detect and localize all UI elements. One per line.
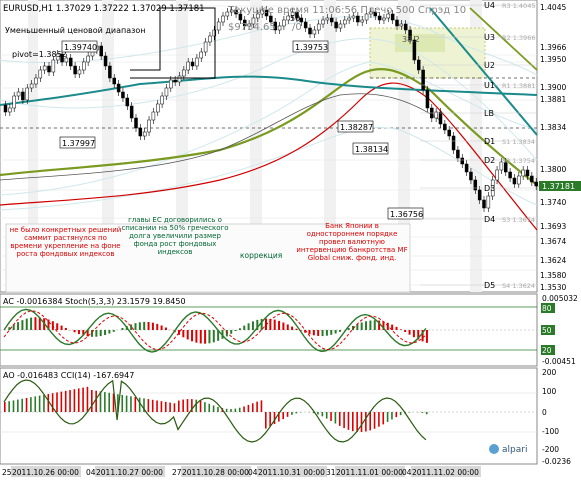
level-label: U2 [484, 61, 495, 70]
level-price: R2 1.3966 [502, 34, 535, 42]
price-tick: 1.3580 [540, 271, 566, 280]
level-label: U4 [484, 1, 495, 10]
time-tick: 2011.11.02 00:00 [412, 468, 479, 477]
ao-tick: -0.0236 [542, 457, 571, 466]
level-price: S4 1.3624 [502, 282, 535, 290]
svg-text:1.37181: 1.37181 [542, 182, 575, 191]
time-tick: 2011.10.27 00:00 [96, 468, 163, 477]
level-price: S2 1.3754 [502, 157, 535, 165]
level-label: D5 [484, 281, 495, 290]
price-box: 1.38134 [353, 143, 388, 154]
level-label: LB [484, 109, 494, 118]
ao-tick: 100 [542, 387, 557, 396]
price-tick: 1.3674 [540, 237, 566, 246]
level-label: U3 [484, 33, 495, 42]
ao-cci-panel[interactable]: AO -0.016483 CCI(14) -167.6947 alpari [0, 368, 537, 464]
ao-panel-title: AO -0.016483 CCI(14) -167.6947 [3, 371, 134, 380]
ao-tick: 200 [542, 368, 557, 377]
svg-text:1.38134: 1.38134 [355, 145, 388, 154]
ac-tick: -0.00451 [542, 357, 576, 366]
annotation-eu: главы ЕС договорились о списании на 50% … [120, 216, 230, 256]
level-label: U1 [484, 81, 495, 90]
level-label: D3 [484, 184, 495, 193]
price-tick: 1.3800 [540, 165, 566, 174]
price-tick: 1.3881 [540, 95, 566, 104]
price-box: 1.38287 [338, 121, 373, 132]
price-tick: 1.3530 [540, 283, 566, 292]
price-tick: 1.3900 [540, 83, 566, 92]
time-tick: 04 [86, 468, 96, 477]
ao-tick: -200 [542, 445, 559, 454]
price-box: 1.36756 [388, 208, 423, 219]
current-price-tag: 1.37181 [539, 181, 581, 191]
pivot-label: pivot=1.3852 [12, 50, 67, 59]
time-tick: 2011.10.26 00:00 [12, 468, 79, 477]
server-line: Текущее время 11:06:56 Плечо 500 Спрэд 1… [227, 5, 466, 16]
annotation-correction: коррекция [240, 251, 282, 260]
price-tick: 1.4045 [540, 3, 566, 12]
time-tick: 27 [172, 468, 182, 477]
price-tick: 1.3834 [540, 123, 566, 132]
time-tick: 31 [326, 468, 336, 477]
level-label: D4 [484, 215, 495, 224]
svg-text:alpari: alpari [502, 445, 527, 455]
main-chart-panel[interactable]: EURUSD,H1 1.37029 1.37222 1.37029 1.3718… [0, 0, 542, 292]
range-value: 38.2 [402, 35, 420, 44]
level-label: D1 [484, 137, 495, 146]
svg-text:1.36756: 1.36756 [390, 210, 423, 219]
ao-tick: 0 [542, 408, 547, 417]
annotation-boj: Банк Японии в одностороннем порядке пров… [296, 222, 408, 262]
svg-text:1.39740: 1.39740 [64, 43, 97, 52]
price-tick: 1.3624 [540, 256, 566, 265]
time-tick: 04 [248, 468, 258, 477]
ac-tick: 80 [542, 304, 552, 313]
balance-suffix: /0 [292, 22, 302, 33]
price-tick: 1.3740 [540, 198, 566, 207]
alpari-logo: alpari [489, 444, 527, 455]
balance: $9734.65 [228, 22, 276, 33]
ao-axis: 200 100 0 -100 -200 -0.0236 [542, 368, 571, 466]
narrow-range-label: Уменьшенный ценовой диапазон [5, 26, 146, 35]
price-box: 1.39740 [62, 41, 97, 52]
price-axis[interactable]: 1.4045 1.3966 1.3950 1.3900 1.3881 1.3834 1.38… [540, 3, 566, 292]
level-price: S3 1.3674 [502, 216, 535, 224]
level-label: D2 [484, 156, 495, 165]
svg-text:1.38287: 1.38287 [340, 123, 373, 132]
price-tick: 1.3966 [540, 43, 566, 52]
ac-panel-title: AC -0.0016384 Stoch(5,3,3) 23.1579 19.84… [3, 297, 186, 306]
level-price: R3 1.4045 [502, 2, 535, 10]
time-tick: 2011.11.01 00:00 [336, 468, 403, 477]
time-tick: 2011.10.31 00:00 [258, 468, 325, 477]
svg-text:1.39753: 1.39753 [295, 43, 328, 52]
level-price: S1 1.3834 [502, 138, 535, 146]
price-tick: 1.3693 [540, 222, 566, 231]
svg-text:1.37997: 1.37997 [62, 139, 95, 148]
price-box: 1.39753 [293, 41, 328, 52]
ac-tick: 20 [542, 346, 552, 355]
price-box: 1.37997 [60, 137, 95, 148]
time-tick: 2011.10.28 00:00 [182, 468, 249, 477]
ac-tick: 0.005032 [542, 294, 578, 303]
price-tick: 1.3950 [540, 55, 566, 64]
ac-stoch-panel[interactable]: AC -0.0016384 Stoch(5,3,3) 23.1579 19.84… [0, 294, 537, 366]
ac-tick: 50 [542, 326, 552, 335]
annotation-summit: не было конкретных решений саммит растян… [8, 226, 123, 258]
range-top-num: 50 [290, 14, 300, 23]
ao-tick: -100 [542, 427, 559, 436]
level-price: R1 1.3881 [502, 82, 535, 90]
time-tick: 25 [2, 468, 12, 477]
time-tick: 04 [402, 468, 412, 477]
symbol-line: EURUSD,H1 1.37029 1.37222 1.37029 1.3718… [3, 4, 205, 14]
